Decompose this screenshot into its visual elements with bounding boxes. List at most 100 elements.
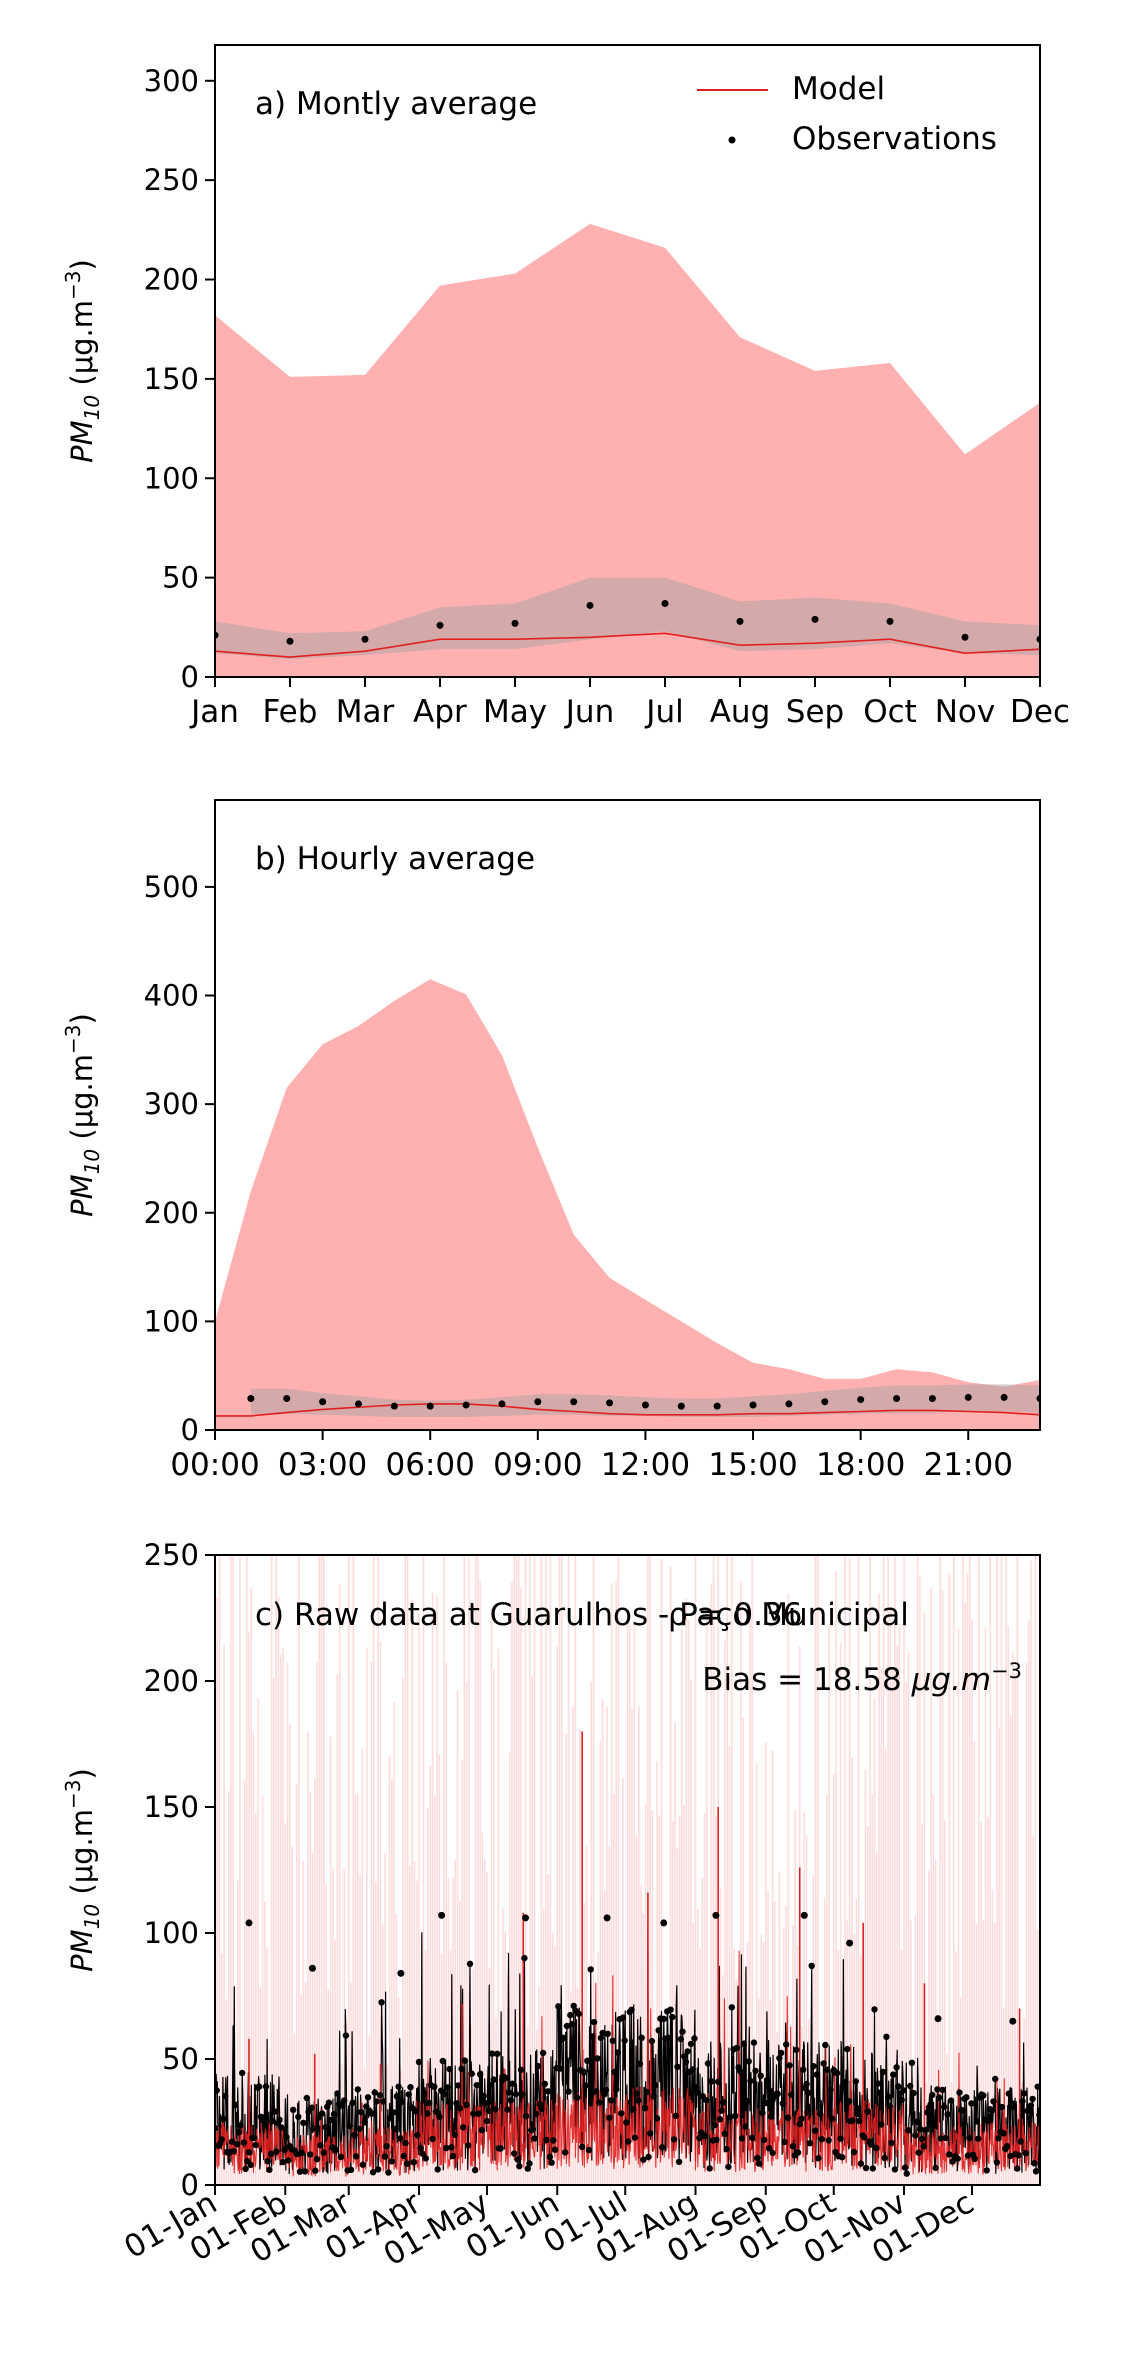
- observation-raw-point: [691, 2035, 698, 2042]
- observation-raw-point: [1003, 2143, 1011, 2150]
- observation-raw-point: [296, 2168, 304, 2175]
- observation-raw-point: [477, 2071, 484, 2078]
- observation-max-Oct: [846, 1939, 854, 1947]
- observation-raw-point: [239, 2069, 246, 2077]
- observation-raw-point: [681, 2053, 688, 2060]
- model-band: [215, 979, 1040, 1430]
- observation-raw-point: [1010, 2103, 1018, 2111]
- observation-raw-point: [497, 2145, 504, 2152]
- panel-b-xtick-label-03:00: 03:00: [278, 1447, 367, 1483]
- observation-raw-point: [233, 2141, 241, 2148]
- observation-raw-point: [375, 2166, 382, 2173]
- observation-raw-point: [604, 2030, 611, 2038]
- observation-raw-point: [806, 2140, 814, 2147]
- observation-raw-point: [354, 2086, 361, 2093]
- observation-raw-point: [842, 2078, 849, 2086]
- observation-raw-point: [478, 2127, 486, 2134]
- observation-point-Nov: [961, 633, 969, 641]
- observation-raw-point: [247, 2161, 254, 2169]
- observation-raw-point: [590, 2018, 598, 2026]
- observation-raw-point: [701, 2132, 708, 2140]
- observation-raw-point: [522, 2112, 530, 2120]
- observation-raw-point: [752, 2067, 759, 2075]
- panel-c-raw-data: 01-Jan01-Feb01-Mar01-Apr01-May01-Jun01-J…: [61, 1538, 1041, 2273]
- panel-b-ylabel: PM10 (μg.m−3): [61, 1013, 104, 1217]
- model-line: [215, 632, 1040, 658]
- observation-raw-point: [924, 2109, 931, 2116]
- observation-raw-point: [468, 2070, 475, 2077]
- observation-raw-point: [504, 2106, 511, 2113]
- observation-raw-point: [903, 2170, 910, 2177]
- observation-raw-point: [393, 2093, 401, 2100]
- observation-raw-point: [1007, 2152, 1014, 2160]
- observation-raw-point: [619, 2014, 627, 2021]
- observation-raw-point: [585, 2146, 593, 2154]
- observation-raw-point: [550, 2137, 557, 2144]
- observation-raw-point: [295, 2113, 302, 2120]
- observation-point-May: [511, 619, 519, 627]
- observation-raw-point: [998, 2103, 1006, 2111]
- observation-raw-point: [300, 2119, 307, 2126]
- observation-raw-point: [398, 2098, 406, 2105]
- observation-raw-point: [434, 2166, 441, 2173]
- observation-raw-point: [483, 2117, 491, 2125]
- observation-raw-point: [579, 2143, 586, 2151]
- observation-raw-point: [361, 2119, 368, 2126]
- observation-raw-point: [886, 2102, 893, 2110]
- observation-raw-point: [966, 2134, 973, 2142]
- observation-raw-point: [910, 2089, 917, 2097]
- observation-raw-point: [684, 2048, 691, 2055]
- model-raw-band: [215, 1555, 1040, 2185]
- observation-raw-point: [298, 2149, 305, 2157]
- observation-raw-point: [327, 2116, 334, 2124]
- observation-raw-point: [708, 2078, 715, 2085]
- observation-raw-point: [777, 2049, 785, 2057]
- observation-raw-point: [400, 2152, 407, 2160]
- observation-raw-point: [376, 2092, 384, 2099]
- observation-raw-point: [451, 2131, 458, 2138]
- observation-raw-point: [852, 2078, 859, 2085]
- observation-raw-point: [888, 2139, 895, 2147]
- observation-raw-point: [271, 2108, 278, 2115]
- panel-a-xtick-label-Dec: Dec: [1010, 694, 1070, 730]
- observation-raw-point: [337, 2153, 344, 2161]
- observation-raw-point: [864, 2108, 871, 2115]
- panel-b-frame: [214, 799, 1041, 1431]
- observation-raw-point: [1017, 2138, 1024, 2145]
- observation-raw-point: [279, 2158, 287, 2166]
- observation-raw-point: [621, 2037, 628, 2044]
- observation-raw-point: [759, 2109, 766, 2116]
- observation-raw-point: [839, 2154, 846, 2161]
- observation-raw-point: [548, 2159, 555, 2166]
- observation-raw-point: [568, 2020, 576, 2028]
- observation-raw-point: [261, 2114, 268, 2121]
- observation-raw-point: [667, 2006, 674, 2013]
- observation-raw-point: [963, 2094, 970, 2101]
- observation-raw-point: [641, 2105, 649, 2112]
- observation-raw-point: [567, 2011, 574, 2019]
- observation-raw-point: [706, 2165, 713, 2172]
- panel-c-ylabel: PM10 (μg.m−3): [61, 1768, 104, 1972]
- observation-raw-point: [920, 2143, 927, 2150]
- observation-raw-point: [266, 2166, 273, 2173]
- observation-raw-point: [624, 2138, 632, 2145]
- observation-raw-point: [560, 2034, 567, 2042]
- observation-raw-point: [392, 2125, 399, 2133]
- observation-raw-point: [893, 2064, 900, 2071]
- observation-raw-point: [764, 2076, 771, 2084]
- observation-raw-point: [405, 2091, 412, 2098]
- observation-raw-point: [638, 2034, 645, 2042]
- observation-raw-point: [303, 2094, 310, 2102]
- observation-raw-point: [301, 2168, 309, 2175]
- observation-raw-point: [747, 2077, 754, 2085]
- panel-a-xtick-label-Jun: Jun: [564, 694, 614, 730]
- observation-raw-point: [796, 2120, 803, 2128]
- panel-c-rho: ρ = 0.36: [668, 1597, 802, 1633]
- observation-raw-point: [565, 2088, 572, 2095]
- observation-raw-point: [898, 2096, 905, 2104]
- observation-max-Apr: [438, 1911, 446, 1919]
- observation-raw-point: [774, 2090, 781, 2098]
- observation-point-h10: [570, 1398, 578, 1406]
- observation-raw-point: [721, 2130, 729, 2137]
- observation-raw-point: [738, 2135, 746, 2142]
